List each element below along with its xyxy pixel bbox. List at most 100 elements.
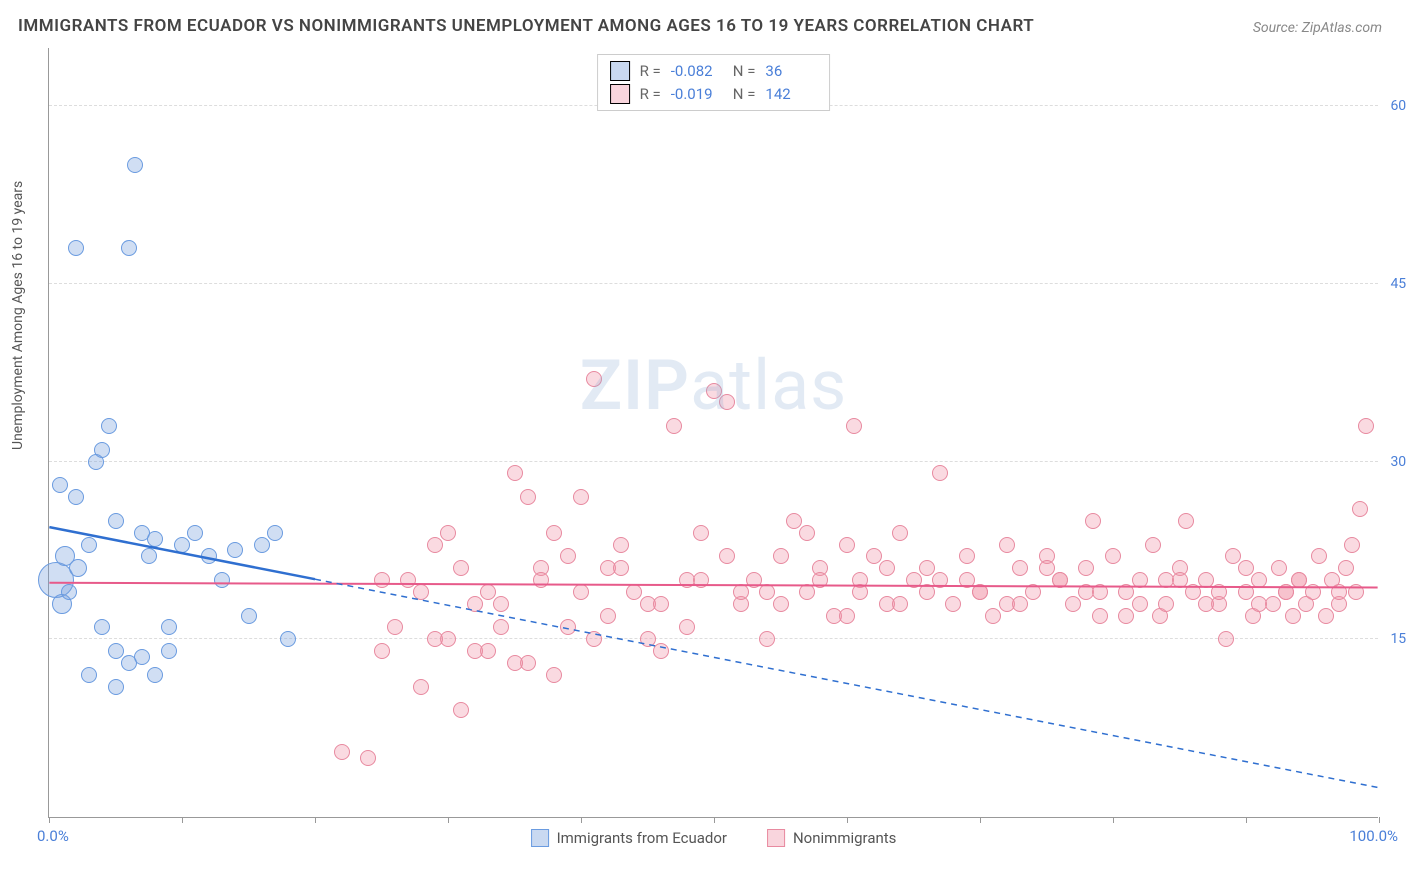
nonimmigrants-point xyxy=(507,655,523,671)
nonimmigrants-point xyxy=(786,513,802,529)
nonimmigrants-point xyxy=(1105,548,1121,564)
nonimmigrants-point xyxy=(799,525,815,541)
nonimmigrants-point xyxy=(1305,584,1321,600)
nonimmigrants-point xyxy=(1085,513,1101,529)
nonimmigrants-point xyxy=(493,596,509,612)
nonimmigrants-point xyxy=(693,572,709,588)
immigrants-point xyxy=(214,572,230,588)
nonimmigrants-point xyxy=(746,572,762,588)
nonimmigrants-point xyxy=(440,525,456,541)
nonimmigrants-point xyxy=(1198,572,1214,588)
nonimmigrants-point xyxy=(1285,608,1301,624)
nonimmigrants-point xyxy=(653,596,669,612)
nonimmigrants-point xyxy=(1118,584,1134,600)
nonimmigrants-point xyxy=(1311,548,1327,564)
nonimmigrants-point xyxy=(919,560,935,576)
trend-lines-layer xyxy=(49,48,1378,817)
nonimmigrants-point xyxy=(1158,596,1174,612)
nonimmigrants-point xyxy=(1198,596,1214,612)
nonimmigrants-point xyxy=(1338,560,1354,576)
nonimmigrants-point xyxy=(387,619,403,635)
nonimmigrants-point xyxy=(866,548,882,564)
nonimmigrants-point xyxy=(892,525,908,541)
nonimmigrants-point xyxy=(520,489,536,505)
nonimmigrants-point xyxy=(1352,501,1368,517)
immigrants-point xyxy=(161,643,177,659)
gridline xyxy=(49,461,1378,462)
nonimmigrants-point xyxy=(959,548,975,564)
r-value-2: -0.019 xyxy=(671,83,723,106)
nonimmigrants-point xyxy=(985,608,1001,624)
immigrants-point xyxy=(227,542,243,558)
nonimmigrants-point xyxy=(759,584,775,600)
nonimmigrants-point xyxy=(879,560,895,576)
nonimmigrants-point xyxy=(1348,584,1364,600)
nonimmigrants-point xyxy=(1238,584,1254,600)
nonimmigrants-point xyxy=(427,537,443,553)
nonimmigrants-point xyxy=(1178,513,1194,529)
legend-label-1: Immigrants from Ecuador xyxy=(557,829,727,847)
nonimmigrants-point xyxy=(360,750,376,766)
gridline xyxy=(49,638,1378,639)
immigrants-point xyxy=(108,679,124,695)
nonimmigrants-point xyxy=(1278,584,1294,600)
y-tick-label: 15.0% xyxy=(1384,631,1406,647)
nonimmigrants-point xyxy=(773,596,789,612)
nonimmigrants-point xyxy=(467,643,483,659)
n-value-1: 36 xyxy=(765,60,817,83)
bottom-legend: Immigrants from Ecuador Nonimmigrants xyxy=(531,829,897,847)
nonimmigrants-point xyxy=(453,560,469,576)
x-tick-mark xyxy=(847,817,848,823)
immigrants-point xyxy=(81,667,97,683)
immigrants-point xyxy=(94,442,110,458)
nonimmigrants-point xyxy=(374,572,390,588)
nonimmigrants-point xyxy=(626,584,642,600)
immigrants-point xyxy=(68,240,84,256)
immigrants-point xyxy=(141,548,157,564)
nonimmigrants-point xyxy=(374,643,390,659)
gridline xyxy=(49,283,1378,284)
immigrants-point xyxy=(267,525,283,541)
nonimmigrants-point xyxy=(640,631,656,647)
legend-item-2: Nonimmigrants xyxy=(767,829,896,847)
x-tick-mark xyxy=(182,817,183,823)
nonimmigrants-point xyxy=(1225,548,1241,564)
legend-swatch-pink xyxy=(767,829,785,847)
immigrants-point xyxy=(254,537,270,553)
x-tick-mark xyxy=(980,817,981,823)
immigrants-point xyxy=(134,649,150,665)
nonimmigrants-point xyxy=(1291,572,1307,588)
nonimmigrants-point xyxy=(999,537,1015,553)
nonimmigrants-point xyxy=(1344,537,1360,553)
immigrants-point xyxy=(69,559,87,577)
nonimmigrants-point xyxy=(493,619,509,635)
y-tick-label: 45.0% xyxy=(1384,276,1406,292)
nonimmigrants-point xyxy=(839,608,855,624)
nonimmigrants-point xyxy=(400,572,416,588)
source-attribution: Source: ZipAtlas.com xyxy=(1253,20,1382,36)
nonimmigrants-point xyxy=(480,584,496,600)
nonimmigrants-point xyxy=(1251,572,1267,588)
scatter-plot-area: ZIPatlas R =-0.082 N =36 R =-0.019 N =14… xyxy=(48,48,1378,818)
nonimmigrants-point xyxy=(453,702,469,718)
nonimmigrants-point xyxy=(1118,608,1134,624)
nonimmigrants-point xyxy=(467,596,483,612)
nonimmigrants-point xyxy=(1092,608,1108,624)
nonimmigrants-point xyxy=(1251,596,1267,612)
x-axis-min-label: 0.0% xyxy=(37,827,69,845)
watermark: ZIPatlas xyxy=(580,345,848,427)
nonimmigrants-point xyxy=(573,584,589,600)
nonimmigrants-point xyxy=(1012,560,1028,576)
nonimmigrants-point xyxy=(906,572,922,588)
nonimmigrants-point xyxy=(613,537,629,553)
y-tick-label: 30.0% xyxy=(1384,454,1406,470)
immigrants-point xyxy=(101,418,117,434)
nonimmigrants-point xyxy=(560,548,576,564)
nonimmigrants-point xyxy=(586,631,602,647)
legend-swatch-blue xyxy=(610,61,630,81)
immigrants-point xyxy=(161,619,177,635)
x-tick-mark xyxy=(714,817,715,823)
nonimmigrants-point xyxy=(1012,596,1028,612)
immigrants-point xyxy=(127,157,143,173)
x-tick-mark xyxy=(581,817,582,823)
